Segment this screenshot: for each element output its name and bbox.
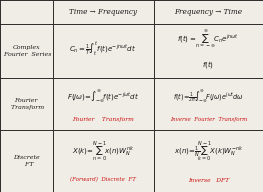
Text: Inverse   DFT: Inverse DFT <box>188 177 229 183</box>
Text: Time → Frequency: Time → Frequency <box>69 8 137 16</box>
Text: $X(k)\!=\!\sum_{n=0}^{N-1}\! x(n)W_N^{nk}$: $X(k)\!=\!\sum_{n=0}^{N-1}\! x(n)W_N^{nk… <box>72 139 134 163</box>
Text: Discrete
   FT: Discrete FT <box>13 155 40 167</box>
Text: Complex
 Fourier  Series: Complex Fourier Series <box>2 45 51 57</box>
Text: $C_n = \frac{1}{T}\!\int_{t}^{t} f(t)e^{-jn\omega t}dt$: $C_n = \frac{1}{T}\!\int_{t}^{t} f(t)e^{… <box>69 40 137 58</box>
Text: Inverse  Fourier  Transform: Inverse Fourier Transform <box>170 117 247 122</box>
Text: $f(t)$: $f(t)$ <box>202 59 214 70</box>
Text: (Forward)  Discrete  FT: (Forward) Discrete FT <box>70 177 136 183</box>
Text: Fourier    Transform: Fourier Transform <box>72 117 134 122</box>
Text: Fourier
 Transform: Fourier Transform <box>9 98 44 110</box>
Text: Frequency → Time: Frequency → Time <box>174 8 242 16</box>
Text: $x(n)\!=\!\frac{1}{N}\!\sum_{k=0}^{N-1}\! X(k)W_N^{-nk}$: $x(n)\!=\!\frac{1}{N}\!\sum_{k=0}^{N-1}\… <box>174 139 243 163</box>
Text: $f(t)=\!\sum_{n=-\infty}^{\infty}\! C_n e^{jn\omega t}$: $f(t)=\!\sum_{n=-\infty}^{\infty}\! C_n … <box>178 29 239 50</box>
Text: $f(t)\!=\!\frac{1}{2\pi}\!\int_{-\infty}^{\infty}\! F(j\omega)e^{j\omega t}d\ome: $f(t)\!=\!\frac{1}{2\pi}\!\int_{-\infty}… <box>173 88 244 104</box>
Text: $F(j\omega)\!=\!\int_{-\infty}^{\infty}\! f(t)e^{-j\omega t}dt$: $F(j\omega)\!=\!\int_{-\infty}^{\infty}\… <box>67 88 139 104</box>
